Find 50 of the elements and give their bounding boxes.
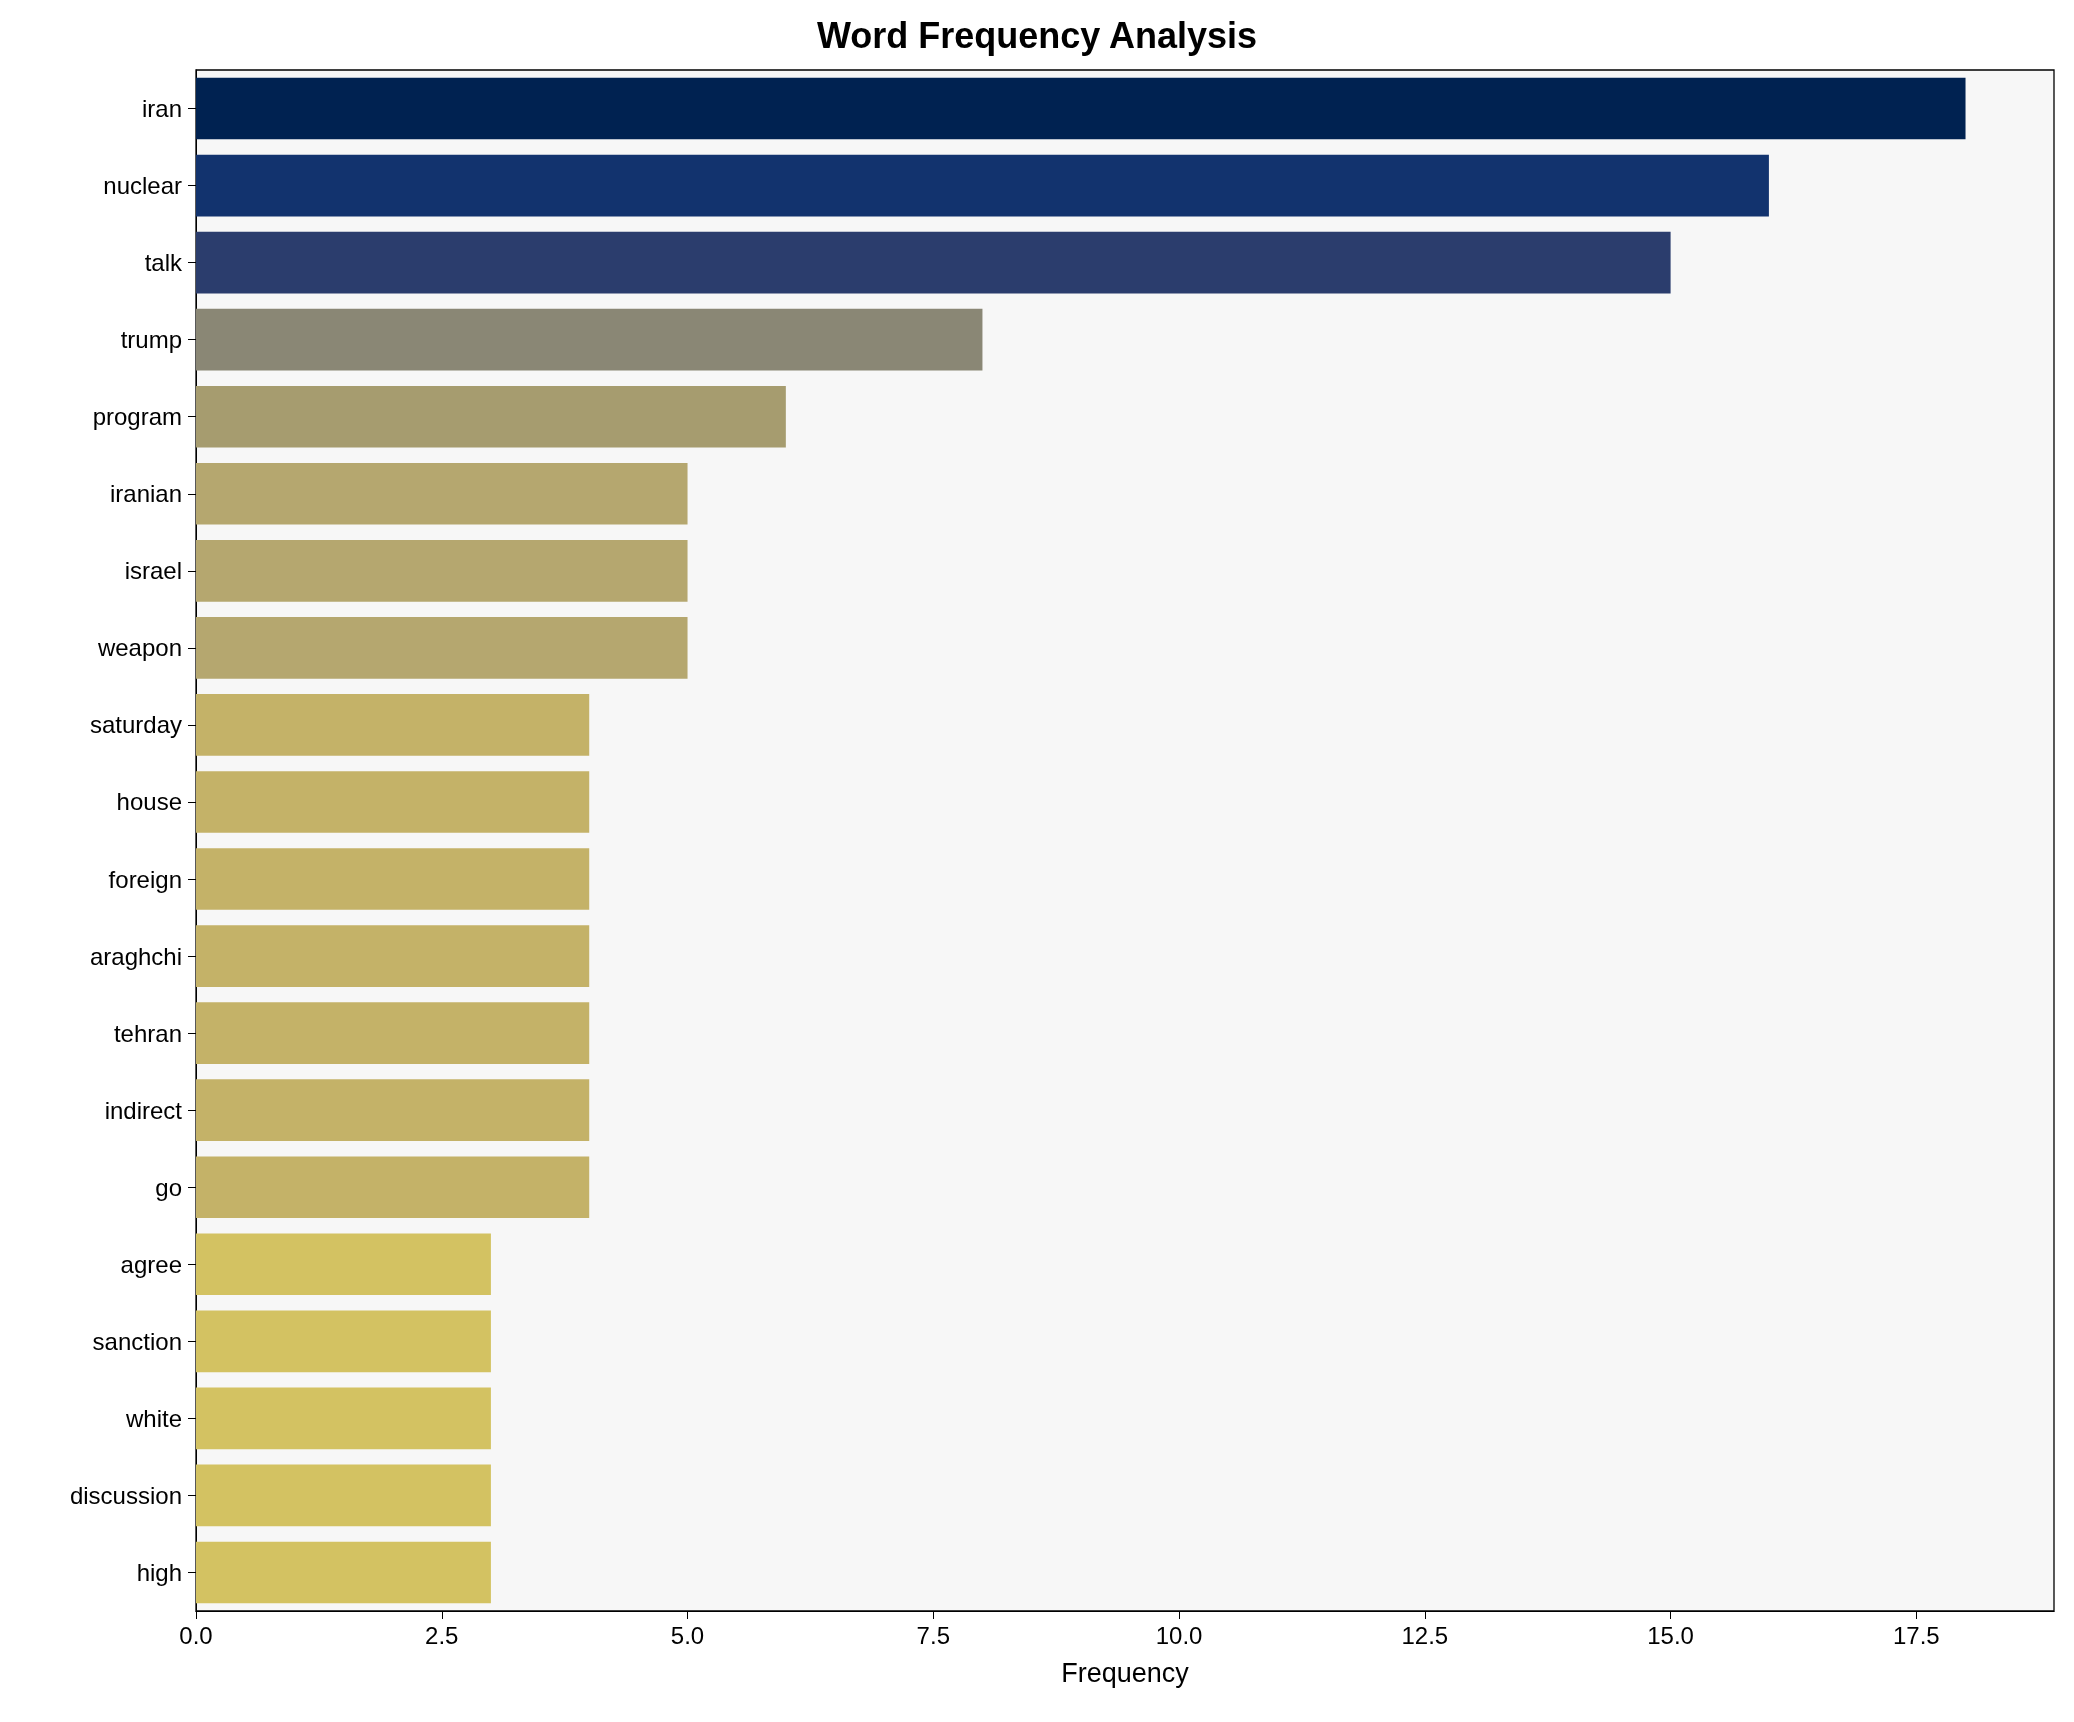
y-tick-label: araghchi bbox=[89, 942, 182, 970]
x-tick-label: 12.5 bbox=[1401, 1621, 1449, 1649]
bar bbox=[196, 540, 688, 602]
y-tick-label: high bbox=[136, 1558, 182, 1586]
y-tick-label: foreign bbox=[108, 865, 182, 893]
y-tick-label: israel bbox=[124, 557, 182, 585]
y-tick-label: nuclear bbox=[103, 172, 182, 200]
bar bbox=[196, 462, 688, 525]
bar bbox=[196, 308, 983, 371]
y-tick-label: indirect bbox=[104, 1096, 183, 1124]
bar bbox=[196, 1387, 491, 1450]
y-tick-label: program bbox=[92, 403, 182, 431]
y-tick-label: go bbox=[155, 1173, 182, 1201]
bar bbox=[196, 1156, 590, 1219]
x-tick-label: 5.0 bbox=[670, 1621, 705, 1649]
x-tick-label: 15.0 bbox=[1647, 1621, 1694, 1649]
x-tick-label: 10.0 bbox=[1155, 1621, 1203, 1649]
bar bbox=[196, 617, 688, 679]
bar bbox=[196, 154, 1769, 217]
bar bbox=[196, 848, 590, 910]
x-tick-label: 0.0 bbox=[179, 1621, 213, 1649]
bar bbox=[196, 771, 590, 833]
y-tick-label: iran bbox=[141, 95, 182, 123]
bar bbox=[196, 1233, 491, 1296]
y-tick-label: sanction bbox=[92, 1327, 182, 1355]
bar bbox=[196, 231, 1671, 294]
y-tick-label: saturday bbox=[89, 711, 182, 739]
y-tick-label: talk bbox=[144, 249, 183, 277]
bar bbox=[196, 925, 590, 987]
y-tick-label: white bbox=[124, 1404, 182, 1432]
x-tick-label: 2.5 bbox=[425, 1621, 459, 1649]
bar bbox=[196, 1002, 590, 1064]
bar bbox=[196, 385, 786, 448]
x-tick-label: 7.5 bbox=[916, 1621, 950, 1649]
y-tick-label: house bbox=[116, 788, 182, 816]
chart-title: Word Frequency Analysis bbox=[816, 14, 1258, 56]
y-tick-label: agree bbox=[120, 1250, 182, 1278]
bar bbox=[196, 1079, 590, 1141]
bar bbox=[196, 694, 590, 756]
x-axis-title: Frequency bbox=[1061, 1657, 1190, 1688]
bar bbox=[196, 77, 1966, 140]
bar bbox=[196, 1310, 491, 1373]
y-tick-label: discussion bbox=[69, 1481, 182, 1509]
x-tick-label: 17.5 bbox=[1893, 1621, 1940, 1649]
bar bbox=[196, 1464, 491, 1527]
bar bbox=[196, 1541, 491, 1604]
y-tick-label: trump bbox=[120, 326, 182, 354]
y-tick-label: weapon bbox=[96, 634, 182, 662]
y-tick-label: tehran bbox=[113, 1019, 182, 1047]
y-tick-label: iranian bbox=[109, 480, 182, 508]
